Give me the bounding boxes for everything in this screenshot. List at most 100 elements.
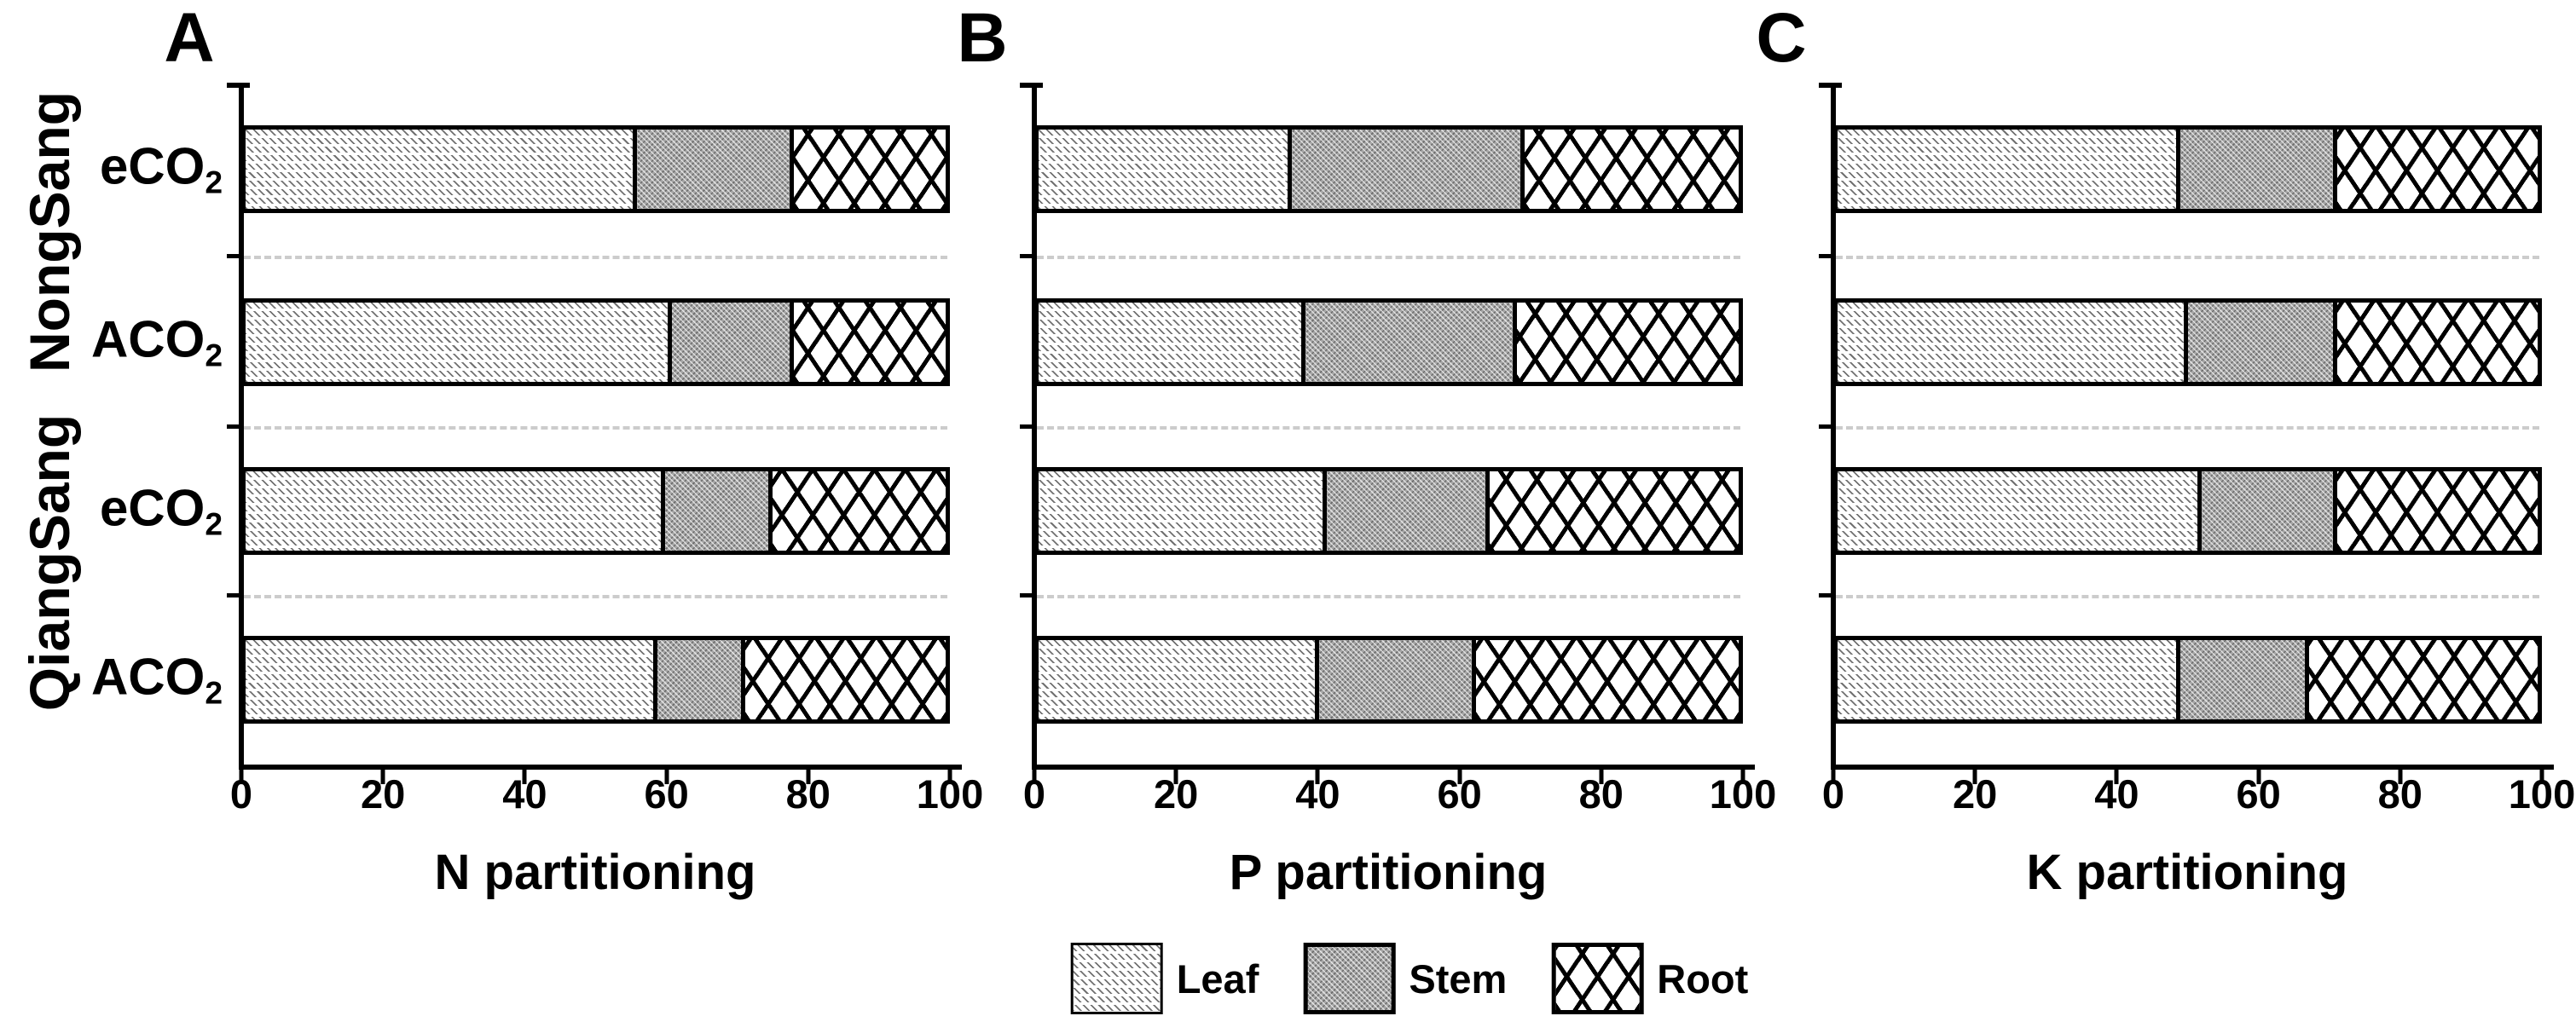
leaf-pattern-swatch <box>1070 943 1163 1014</box>
plot-area-n: 0 20 40 60 80 100 <box>227 0 983 1016</box>
x-tick-label: 20 <box>1154 771 1199 817</box>
y-axis-minor-tick <box>227 424 241 429</box>
bar-segment-stem <box>657 640 745 719</box>
y-axis-minor-tick <box>227 254 241 258</box>
x-tick-label: 20 <box>361 771 406 817</box>
x-tick-label: 40 <box>1295 771 1340 817</box>
bar-row <box>1833 298 2542 386</box>
gridline <box>244 426 947 430</box>
gridline <box>1037 426 1740 430</box>
y-tick-label-eco2: eCO2 <box>99 478 223 541</box>
y-axis-minor-tick <box>1819 424 1833 429</box>
bar-segment-leaf <box>1039 130 1292 209</box>
bar-row <box>1833 636 2542 724</box>
bar-row <box>241 298 950 386</box>
x-tick <box>1173 770 1178 784</box>
x-axis-title-p: P partitioning <box>1229 845 1548 900</box>
bar-segment-leaf <box>1838 471 2202 551</box>
x-tick-label: 100 <box>2508 771 2576 817</box>
x-tick-label: 0 <box>1821 771 1845 817</box>
x-tick <box>2539 770 2544 784</box>
x-tick-label: 40 <box>2094 771 2139 817</box>
bar-row <box>1034 125 1743 213</box>
y-axis-end-tick <box>227 83 250 88</box>
bar-row <box>1833 125 2542 213</box>
x-tick-label: 60 <box>2236 771 2281 817</box>
x-tick <box>239 770 244 784</box>
x-tick <box>1457 770 1462 784</box>
gridline <box>1037 256 1740 259</box>
legend-item-leaf: Leaf <box>1070 943 1259 1014</box>
y-axis-minor-tick <box>1020 593 1034 597</box>
x-tick-label: 0 <box>229 771 253 817</box>
root-pattern-swatch <box>1551 943 1644 1014</box>
bar-segment-stem <box>1326 471 1491 551</box>
bar-segment-leaf <box>1039 640 1320 719</box>
bar-segment-root <box>773 471 946 551</box>
legend-label: Root <box>1657 955 1749 1002</box>
x-axis-title-n: N partitioning <box>434 845 756 900</box>
bar-segment-root <box>2336 303 2538 382</box>
bar-segment-leaf <box>1039 303 1306 382</box>
x-tick-label: 60 <box>1437 771 1482 817</box>
bar-segment-leaf <box>1838 640 2181 719</box>
x-axis-line <box>1831 765 2554 770</box>
y-axis-line <box>239 83 244 770</box>
bar-segment-stem <box>664 471 773 551</box>
bar-segment-leaf <box>1838 303 2188 382</box>
x-tick <box>947 770 952 784</box>
x-tick-label: 80 <box>785 771 831 817</box>
legend-item-root: Root <box>1551 943 1748 1014</box>
x-tick <box>2256 770 2261 784</box>
bar-segment-root <box>744 640 946 719</box>
x-axis-line <box>1032 765 1755 770</box>
legend-item-stem: Stem <box>1303 943 1507 1014</box>
legend: Leaf Stem Root <box>1070 943 1748 1014</box>
panel-k-partitioning: C 0 20 40 60 80 100 K partitioning <box>1756 0 2575 1016</box>
panel-p-partitioning: B 0 20 40 60 80 100 P partitioning <box>957 0 1776 1016</box>
x-tick-label: 100 <box>916 771 984 817</box>
x-tick <box>1740 770 1745 784</box>
bar-segment-root <box>1524 130 1739 209</box>
bar-row <box>241 467 950 555</box>
plot-area-k: 0 20 40 60 80 100 <box>1819 0 2575 1016</box>
gridline <box>1836 256 2539 259</box>
bar-segment-stem <box>2180 640 2310 719</box>
stem-pattern-swatch <box>1303 943 1396 1014</box>
gridline <box>244 595 947 598</box>
y-axis-minor-tick <box>1819 593 1833 597</box>
bar-segment-leaf <box>246 471 665 551</box>
x-tick <box>2114 770 2119 784</box>
x-tick-label: 80 <box>2377 771 2423 817</box>
x-tick-label: 20 <box>1953 771 1998 817</box>
bar-segment-leaf <box>246 640 658 719</box>
x-tick <box>380 770 385 784</box>
x-tick <box>664 770 669 784</box>
x-axis-title-k: K partitioning <box>2026 845 2348 900</box>
y-axis-minor-tick <box>227 593 241 597</box>
x-tick <box>1972 770 1977 784</box>
panel-letter-a: A <box>164 0 215 77</box>
panel-letter-b: B <box>957 0 1008 77</box>
x-tick <box>522 770 527 784</box>
y-axis-minor-tick <box>1020 254 1034 258</box>
bar-segment-stem <box>671 303 794 382</box>
bar-row <box>1034 467 1743 555</box>
bar-segment-root <box>2336 130 2538 209</box>
bar-segment-stem <box>2201 471 2337 551</box>
x-axis-line <box>239 765 962 770</box>
bar-segment-stem <box>637 130 794 209</box>
x-tick <box>806 770 811 784</box>
x-tick <box>2398 770 2403 784</box>
bar-segment-stem <box>1305 303 1518 382</box>
bar-segment-leaf <box>246 303 672 382</box>
bar-row <box>241 125 950 213</box>
x-tick-label: 0 <box>1022 771 1046 817</box>
bar-segment-stem <box>2180 130 2337 209</box>
legend-label: Leaf <box>1176 955 1259 1002</box>
bar-segment-root <box>793 303 946 382</box>
x-tick-label: 80 <box>1578 771 1624 817</box>
gridline <box>1836 595 2539 598</box>
y-axis-line <box>1831 83 1836 770</box>
